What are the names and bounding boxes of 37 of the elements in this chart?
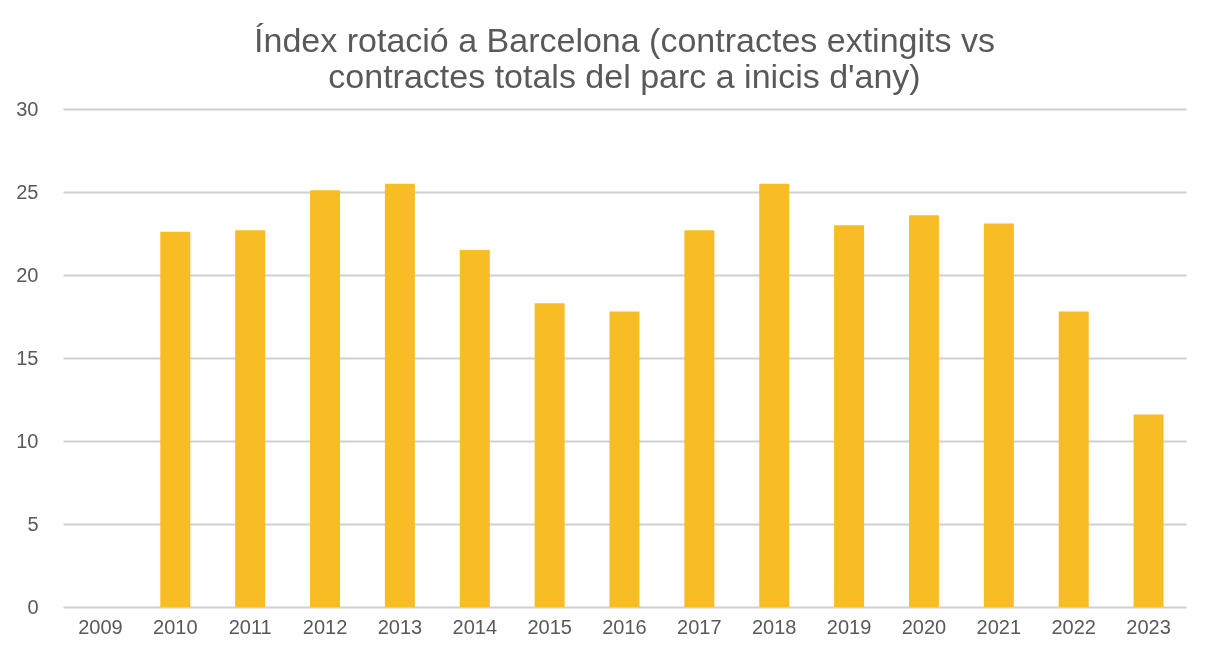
- bar: [235, 230, 266, 607]
- bar: [908, 215, 939, 607]
- y-tick-label: 10: [16, 429, 39, 452]
- x-tick-label: 2019: [826, 615, 872, 638]
- x-tick-label: 2014: [452, 615, 498, 638]
- bar: [160, 231, 191, 607]
- x-tick-label: 2009: [78, 615, 123, 638]
- bar: [759, 183, 790, 607]
- y-tick-label: 0: [27, 595, 39, 618]
- y-tick-label: 30: [16, 97, 39, 120]
- bar: [459, 250, 490, 607]
- y-tick-label: 25: [16, 180, 39, 203]
- x-tick-label: 2013: [377, 615, 423, 638]
- x-tick-label: 2017: [677, 615, 722, 638]
- x-tick-label: 2018: [751, 615, 797, 638]
- x-tick-label: 2016: [602, 615, 647, 638]
- x-tick-label: 2010: [153, 615, 198, 638]
- x-tick-label: 2021: [976, 615, 1022, 638]
- x-tick-label: 2012: [302, 615, 348, 638]
- x-tick-label: 2011: [228, 615, 272, 638]
- bar: [684, 230, 715, 607]
- bar: [384, 183, 415, 607]
- bar: [1133, 414, 1164, 607]
- bar: [834, 225, 865, 607]
- x-tick-label: 2022: [1051, 615, 1096, 638]
- y-tick-label: 15: [16, 346, 39, 369]
- y-tick-label: 5: [27, 512, 39, 535]
- bar: [310, 190, 341, 607]
- x-tick-label: 2023: [1126, 615, 1171, 638]
- bar: [1058, 311, 1089, 607]
- y-tick-label: 20: [16, 263, 39, 286]
- x-tick-label: 2015: [527, 615, 572, 638]
- bar: [609, 311, 640, 607]
- text: Índex rotació a Barcelona (contractes extingits vs: [254, 21, 995, 59]
- bar: [983, 223, 1014, 607]
- x-tick-label: 2020: [901, 615, 947, 638]
- bar: [534, 303, 565, 607]
